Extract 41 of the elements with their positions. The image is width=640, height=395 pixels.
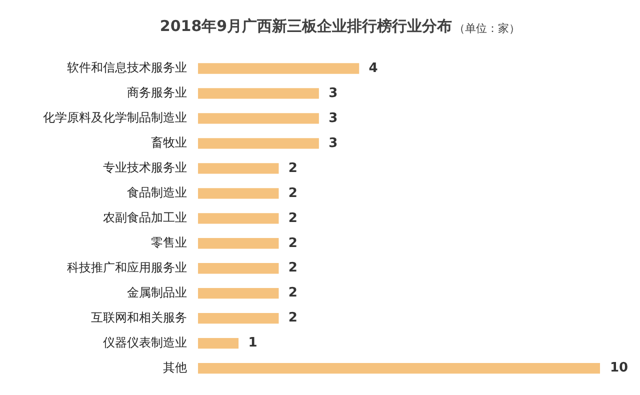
data-label: 3: [328, 86, 338, 101]
data-label: 2: [288, 310, 298, 326]
bar: [198, 263, 279, 274]
bar: [198, 288, 279, 299]
data-label: 2: [288, 210, 298, 226]
bar: [198, 188, 279, 199]
data-label: 2: [288, 186, 298, 201]
bar: [198, 163, 279, 174]
bar: [198, 313, 279, 324]
y-tick-label: 软件和信息技术服务业: [67, 60, 187, 75]
bar: [198, 138, 319, 149]
y-tick-label: 其他: [163, 360, 187, 374]
bar: [198, 362, 600, 374]
y-tick-label: 化学原料及化学制品制造业: [43, 110, 187, 125]
data-label: 1: [248, 336, 258, 351]
data-label: 2: [288, 236, 298, 251]
y-tick-label: 商务服务业: [127, 86, 187, 100]
y-tick-label: 零售业: [151, 236, 187, 250]
bar: [198, 213, 279, 224]
bar: [198, 238, 279, 249]
bar: [198, 88, 319, 99]
y-tick-label: 农副食品加工业: [103, 210, 187, 225]
data-label: 10: [610, 360, 628, 376]
data-label: 2: [288, 160, 298, 176]
data-label: 3: [328, 136, 338, 151]
data-label: 2: [288, 260, 298, 276]
bar: [198, 63, 360, 74]
y-tick-label: 互联网和相关服务: [91, 310, 187, 324]
y-tick-label: 仪器仪表制造业: [103, 335, 187, 350]
y-tick-label: 食品制造业: [127, 186, 187, 200]
bar: [198, 113, 319, 124]
y-tick-label: 畜牧业: [151, 136, 187, 150]
y-tick-label: 科技推广和应用服务业: [67, 260, 187, 274]
y-tick-label: 专业技术服务业: [103, 160, 187, 175]
chart-subtitle: （单位：家）: [454, 21, 520, 36]
y-tick-label: 金属制品业: [127, 285, 187, 300]
data-label: 4: [368, 60, 378, 76]
data-label: 3: [328, 110, 338, 126]
chart-title: 2018年9月广西新三板企业排行榜行业分布: [160, 17, 452, 36]
data-label: 2: [288, 286, 298, 301]
bar: [198, 338, 239, 349]
